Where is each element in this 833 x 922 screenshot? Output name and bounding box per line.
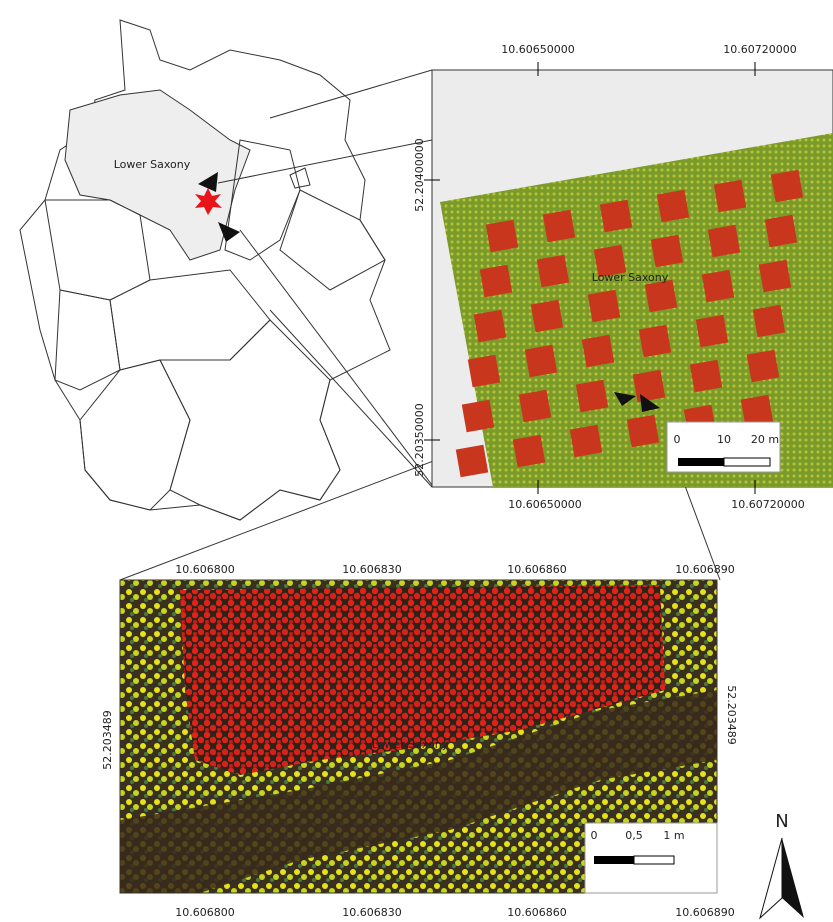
plot (468, 355, 500, 387)
plot (690, 360, 722, 392)
plot (519, 390, 551, 422)
plot (633, 370, 665, 402)
plot (627, 415, 659, 447)
plot (771, 170, 803, 202)
tick-label: 10.60720000 (723, 43, 796, 56)
tick-label: 52.203489 (101, 710, 114, 770)
plot (525, 345, 557, 377)
plot (753, 305, 785, 337)
plot (696, 315, 728, 347)
north-label: N (775, 811, 788, 832)
tick-label: 10.606830 (342, 906, 402, 919)
north-arrow (760, 838, 804, 918)
plot (639, 325, 671, 357)
tick-label: 52.20350000 (413, 403, 426, 476)
plot (765, 215, 797, 247)
tick-label: 10.606800 (175, 906, 235, 919)
tick-label: 10.606890 (675, 906, 735, 919)
tick-label: 10.60720000 (731, 498, 804, 511)
plot (513, 435, 545, 467)
plot (708, 225, 740, 257)
region-label: Lower Saxony (114, 158, 191, 171)
plot (456, 445, 488, 477)
tick-label: 10.606890 (675, 563, 735, 576)
scale-label: 20 m (751, 433, 779, 446)
plot (702, 270, 734, 302)
plot (531, 300, 563, 332)
plot (759, 260, 791, 292)
plot (714, 180, 746, 212)
tick-label: 10.606860 (507, 906, 567, 919)
scale-label: 0 (674, 433, 681, 446)
plot (474, 310, 506, 342)
tick-label: 10.606830 (342, 563, 402, 576)
scale-label: 1 m (663, 829, 684, 842)
overlay-label: Lower Saxony (592, 271, 669, 284)
plot (486, 220, 518, 252)
tick-label: 52.20400000 (413, 138, 426, 211)
plot (480, 265, 512, 297)
tick-label: 52.203489 (725, 685, 738, 745)
tick-label: 10.606860 (507, 563, 567, 576)
plot (570, 425, 602, 457)
plot (651, 235, 683, 267)
plot (657, 190, 689, 222)
detail-map (120, 580, 717, 893)
overlay-label: Lower Saxony (372, 738, 449, 751)
figure: Lower Saxony 10.60650000 10.60720000 10.… (0, 0, 833, 922)
plot (582, 335, 614, 367)
plot (462, 400, 494, 432)
scale-label: 10 (717, 433, 731, 446)
plot (600, 200, 632, 232)
plot (645, 280, 677, 312)
tick-label: 10.60650000 (508, 498, 581, 511)
plot (537, 255, 569, 287)
scale-label: 0,5 (625, 829, 643, 842)
plot (576, 380, 608, 412)
tick-label: 10.60650000 (501, 43, 574, 56)
plot (588, 290, 620, 322)
scale-label: 0 (591, 829, 598, 842)
tick-label: 10.606800 (175, 563, 235, 576)
plot (747, 350, 779, 382)
germany-map (20, 20, 390, 520)
plot (543, 210, 575, 242)
